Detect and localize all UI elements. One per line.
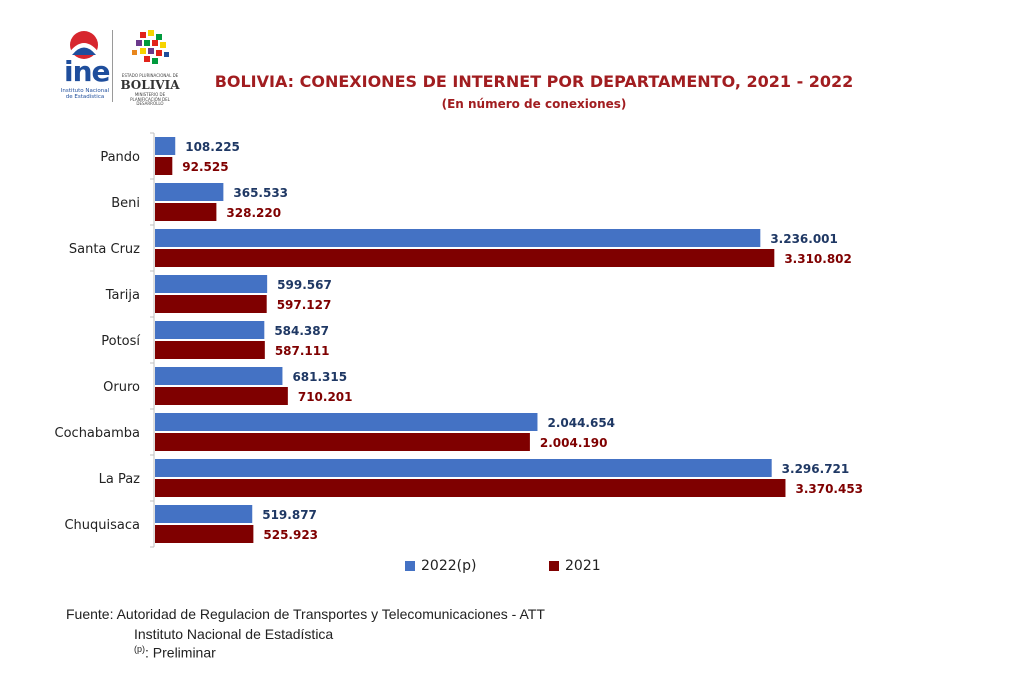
bolivia-logo-small-line: ESTADO PLURINACIONAL DE <box>121 73 179 78</box>
category-label: Chuquisaca <box>64 518 140 533</box>
bolivia-logo-subtitle: MINISTERIO DE PLANIFICACIÓN DEL DESARROL… <box>118 92 182 107</box>
data-label-2021: 3.310.802 <box>784 252 852 266</box>
bar-2022 <box>155 229 761 247</box>
preliminary-mark: (p) <box>134 644 145 654</box>
data-label-2021: 710.201 <box>298 390 353 404</box>
legend-swatch-2022 <box>405 561 415 571</box>
category-label: La Paz <box>99 472 141 487</box>
bolivia-logo: ESTADO PLURINACIONAL DE BOLIVIA MINISTER… <box>118 28 182 107</box>
data-label-2022: 3.296.721 <box>782 462 850 476</box>
legend-label-2022: 2022(p) <box>421 558 477 574</box>
bar-2022 <box>155 413 538 431</box>
category-label: Tarija <box>105 288 140 303</box>
data-label-2021: 597.127 <box>277 298 332 312</box>
data-label-2022: 365.533 <box>233 186 288 200</box>
category-label: Potosí <box>101 334 140 349</box>
ine-logo-subtitle: Instituto Nacional de Estadística <box>58 88 112 100</box>
bar-2021 <box>155 203 217 221</box>
bar-2022 <box>155 459 772 477</box>
bar-2022 <box>155 367 283 385</box>
ine-logo-word: ine <box>64 55 111 88</box>
data-label-2022: 108.225 <box>185 140 240 154</box>
legend-label-2021: 2021 <box>565 558 601 574</box>
category-label: Santa Cruz <box>69 242 140 257</box>
data-label-2022: 584.387 <box>274 324 329 338</box>
chart-subtitle: (En número de conexiones) <box>441 97 627 111</box>
bolivia-logo-sub-line1: MINISTERIO DE <box>134 92 166 97</box>
bar-2021 <box>155 341 265 359</box>
bar-2021 <box>155 249 775 267</box>
bar-2021 <box>155 387 288 405</box>
data-label-2022: 2.044.654 <box>547 416 615 430</box>
data-label-2022: 681.315 <box>292 370 347 384</box>
logo-divider <box>112 30 113 102</box>
bar-2022 <box>155 137 176 155</box>
bar-chart: Pando 108.225 92.525 Beni 365.533 328.220 Sant… <box>55 132 863 548</box>
bar-2021 <box>155 525 254 543</box>
category-label: Cochabamba <box>55 426 140 441</box>
bar-2022 <box>155 183 224 201</box>
category-label: Pando <box>100 150 140 165</box>
bolivia-emblem-icon <box>132 30 169 64</box>
bolivia-logo-word: BOLIVIA <box>120 78 180 92</box>
source-note: Fuente: Autoridad de Regulacion de Trans… <box>66 606 545 622</box>
bolivia-logo-sub-line2: PLANIFICACIÓN DEL DESARROLLO <box>130 96 170 106</box>
data-label-2022: 3.236.001 <box>770 232 838 246</box>
data-label-2022: 599.567 <box>277 278 332 292</box>
data-label-2021: 3.370.453 <box>795 482 863 496</box>
chart-title: BOLIVIA: CONEXIONES DE INTERNET POR DEPA… <box>214 72 854 91</box>
bar-2022 <box>155 275 268 293</box>
data-label-2021: 92.525 <box>182 160 228 174</box>
category-label: Oruro <box>103 380 140 395</box>
ine-logo: ine Instituto Nacional de Estadística <box>58 28 112 104</box>
bar-2021 <box>155 295 267 313</box>
ine-logo-sub-line2: de Estadística <box>65 94 105 100</box>
bar-2021 <box>155 157 173 175</box>
data-label-2021: 525.923 <box>263 528 318 542</box>
bar-2022 <box>155 321 265 339</box>
bar-2021 <box>155 433 530 451</box>
source-note-2: Instituto Nacional de Estadística <box>134 626 334 642</box>
bar-2022 <box>155 505 253 523</box>
preliminary-note: (p): Preliminar <box>134 644 216 661</box>
category-label: Beni <box>111 196 140 211</box>
data-label-2022: 519.877 <box>262 508 317 522</box>
data-label-2021: 587.111 <box>275 344 330 358</box>
preliminary-text: : Preliminar <box>145 644 216 661</box>
ine-logo-sub-line1: Instituto Nacional <box>60 88 110 94</box>
chart-legend: 2022(p) 2021 <box>0 556 1024 576</box>
data-label-2021: 2.004.190 <box>540 436 608 450</box>
data-label-2021: 328.220 <box>226 206 281 220</box>
bar-2021 <box>155 479 786 497</box>
ine-emblem-icon <box>68 31 100 59</box>
legend-swatch-2021 <box>549 561 559 571</box>
